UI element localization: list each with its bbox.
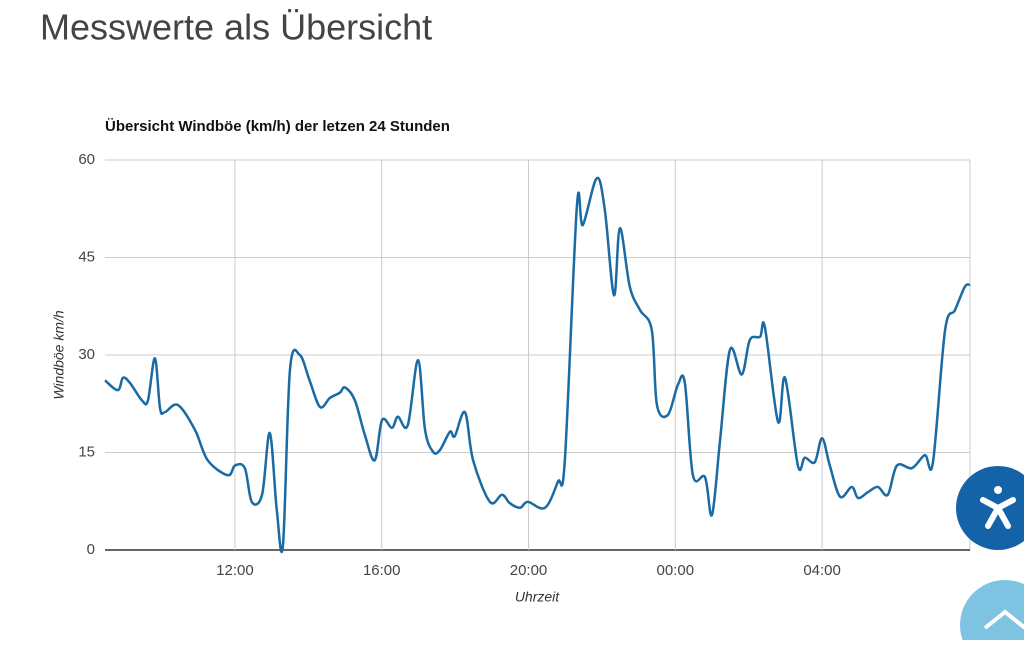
- scroll-top-icon: [983, 609, 1024, 630]
- page-heading: Messwerte als Übersicht: [40, 7, 432, 48]
- x-axis-label: Uhrzeit: [515, 589, 560, 605]
- scroll-top-button[interactable]: [960, 580, 1024, 645]
- x-tick-label: 12:00: [216, 562, 254, 579]
- y-axis-label: Windböe km/h: [51, 310, 67, 400]
- chart-title: Übersicht Windböe (km/h) der letzen 24 S…: [105, 118, 450, 135]
- y-tick-label: 30: [78, 346, 95, 363]
- x-tick-label: 00:00: [657, 562, 695, 579]
- accessibility-icon: [980, 486, 1016, 529]
- plot: 0 15 30 45 60 12:00 16:00 20:00 00:00 04:00: [78, 151, 971, 579]
- data-line: [104, 176, 971, 554]
- y-tick-label: 0: [87, 541, 95, 558]
- accessibility-button[interactable]: [956, 466, 1024, 550]
- y-tick-label: 60: [78, 151, 95, 168]
- x-tick-label: 16:00: [363, 562, 401, 579]
- x-tick-label: 20:00: [510, 562, 548, 579]
- x-tick-label: 04:00: [803, 562, 841, 579]
- y-tick-label: 15: [78, 443, 95, 460]
- y-tick-label: 45: [78, 248, 95, 265]
